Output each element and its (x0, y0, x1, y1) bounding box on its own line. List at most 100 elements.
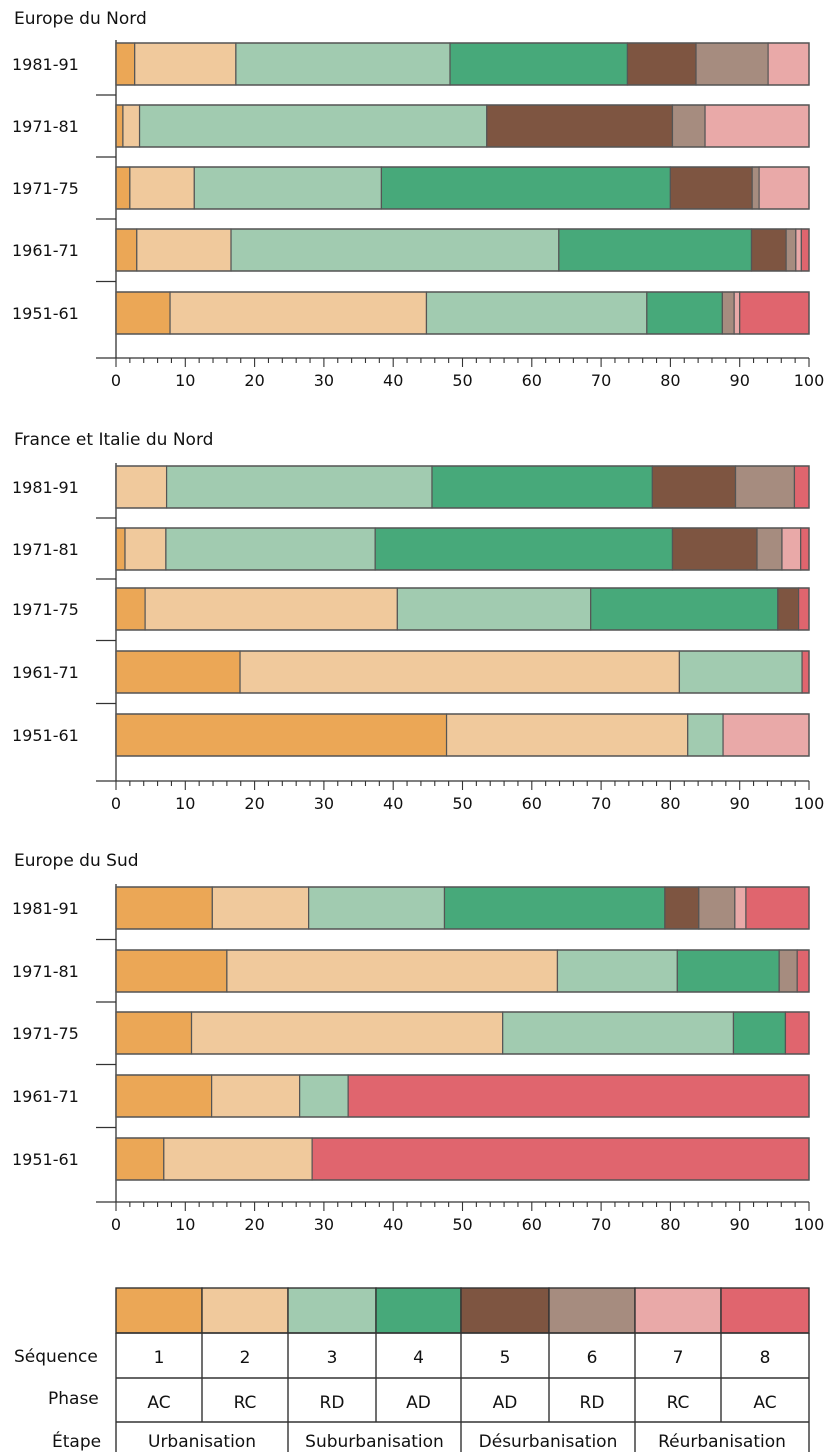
bar-segment-3 (165, 527, 376, 571)
bar-segment-2 (226, 949, 559, 993)
x-tick-label: 80 (660, 1215, 680, 1234)
legend-swatch-1 (115, 1287, 203, 1334)
phase-value: AC (147, 1393, 170, 1413)
bar-segment-3 (396, 587, 592, 631)
bar-segment-3 (193, 166, 383, 210)
x-tick-label: 70 (591, 1215, 611, 1234)
x-tick-label: 90 (730, 1215, 750, 1234)
bar-segment-5 (626, 42, 697, 86)
bar-segment-6 (695, 42, 769, 86)
bar-segment-8 (311, 1137, 810, 1181)
x-tick-label: 0 (111, 794, 121, 813)
category-label: 1971-81 (12, 540, 79, 559)
category-label: 1951-61 (12, 304, 79, 323)
bar-segment-4 (380, 166, 671, 210)
row-label-phase: Phase (48, 1389, 99, 1409)
bar-outline (115, 104, 810, 148)
bar-segment-5 (486, 104, 674, 148)
x-tick-label: 40 (383, 794, 403, 813)
x-tick-label: 10 (175, 1215, 195, 1234)
bar-outline (115, 465, 810, 509)
x-tick-label: 20 (244, 1215, 264, 1234)
sequence-value: 2 (240, 1348, 251, 1368)
x-tick-label: 50 (452, 1215, 472, 1234)
bar-segment-8 (801, 650, 810, 694)
bar-segment-1 (115, 527, 126, 571)
etape-value: Désurbanisation (479, 1432, 618, 1452)
x-tick-label: 80 (660, 371, 680, 390)
bar-segment-6 (721, 291, 735, 335)
x-tick-label: 30 (314, 794, 334, 813)
x-tick-label: 100 (794, 1215, 825, 1234)
x-tick-label: 30 (314, 371, 334, 390)
category-label: 1961-71 (12, 663, 79, 682)
bar-segment-6 (751, 166, 760, 210)
bar-segment-1 (115, 1011, 193, 1055)
x-tick-label: 20 (244, 794, 264, 813)
bar-segment-1 (115, 587, 146, 631)
bar-segment-1 (115, 949, 228, 993)
bar-segment-3 (230, 228, 560, 272)
bar-segment-7 (734, 886, 747, 930)
bar-segment-8 (784, 1011, 810, 1055)
bar-outline (115, 1011, 810, 1055)
bar-segment-6 (698, 886, 736, 930)
bar-segment-3 (556, 949, 678, 993)
bar-segment-3 (308, 886, 446, 930)
bar-segment-2 (136, 228, 232, 272)
bar-segment-1 (115, 104, 124, 148)
category-label: 1981-91 (12, 478, 79, 497)
legend-swatch-6 (548, 1287, 636, 1334)
bar-segment-2 (211, 1074, 301, 1118)
bar-segment-2 (115, 465, 168, 509)
panel-3: Europe du Sud 1981-91 1971-81 1971-75 1961-7… (12, 851, 824, 1234)
bar-segment-7 (767, 42, 810, 86)
bar-outline (115, 587, 810, 631)
etape-value: Réurbanisation (658, 1432, 786, 1452)
bar-segment-2 (239, 650, 681, 694)
x-tick-label: 70 (591, 794, 611, 813)
bar-segment-4 (449, 42, 629, 86)
x-tick-label: 80 (660, 794, 680, 813)
bar-segment-3 (299, 1074, 349, 1118)
sequence-value: 1 (154, 1348, 165, 1368)
bar-segment-8 (800, 228, 810, 272)
bar-segment-3 (425, 291, 648, 335)
panel-2: France et Italie du Nord 1981-91 1971-81 19… (12, 430, 824, 813)
bar-segment-5 (671, 527, 758, 571)
x-tick-label: 30 (314, 1215, 334, 1234)
panel-title: France et Italie du Nord (14, 430, 213, 450)
phase-value: RC (667, 1393, 690, 1413)
x-tick-label: 0 (111, 1215, 121, 1234)
x-tick-label: 90 (730, 794, 750, 813)
bar-outline (115, 650, 810, 694)
sequence-value: 7 (673, 1348, 684, 1368)
category-label: 1971-81 (12, 117, 79, 136)
bar-segment-2 (169, 291, 428, 335)
x-tick-label: 100 (794, 371, 825, 390)
x-tick-label: 100 (794, 794, 825, 813)
x-tick-label: 90 (730, 371, 750, 390)
category-label: 1971-75 (12, 1024, 79, 1043)
x-tick-label: 0 (111, 371, 121, 390)
bar-segment-1 (115, 650, 241, 694)
etape-value: Suburbanisation (305, 1432, 444, 1452)
x-tick-label: 10 (175, 794, 195, 813)
bar-segment-2 (211, 886, 310, 930)
legend-swatch-8 (720, 1287, 810, 1334)
bar-segment-7 (795, 228, 802, 272)
bar-segment-5 (669, 166, 753, 210)
bar-segment-3 (235, 42, 451, 86)
bar-outline (115, 886, 810, 930)
row-label-sequence: Séquence (14, 1347, 98, 1367)
bar-segment-2 (445, 713, 689, 757)
x-tick-label: 50 (452, 794, 472, 813)
sequence-value: 6 (587, 1348, 598, 1368)
panel-title: Europe du Nord (14, 9, 147, 29)
etape-value: Urbanisation (148, 1432, 256, 1452)
bar-segment-8 (347, 1074, 810, 1118)
bar-segment-1 (115, 166, 131, 210)
bar-segment-3 (165, 465, 433, 509)
bar-segment-6 (671, 104, 706, 148)
